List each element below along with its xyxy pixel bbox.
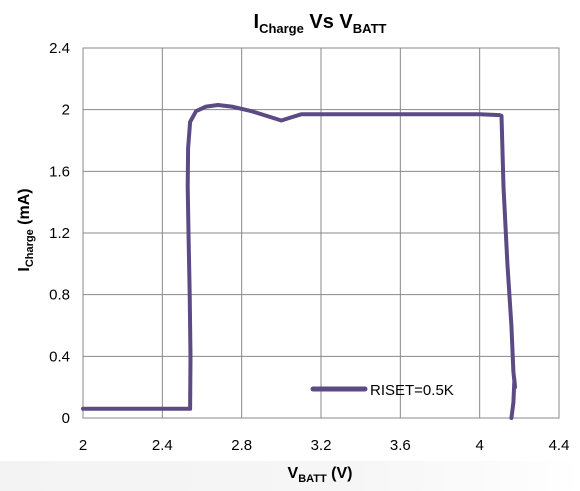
- y-tick-label: 1.6: [49, 163, 70, 180]
- x-tick-label: 4: [475, 437, 483, 454]
- series-layer: [81, 103, 517, 420]
- legend: RISET=0.5K: [310, 382, 454, 399]
- series-line: [81, 103, 517, 420]
- y-tick-label: 2: [62, 102, 70, 119]
- x-tick-label: 3.2: [311, 437, 332, 454]
- y-axis-ticks: 0 0.4 0.8 1.2 1.6 2 2.4: [49, 40, 70, 427]
- x-tick-label: 2.4: [152, 437, 173, 454]
- x-tick-label: 4.4: [549, 437, 570, 454]
- chart-title: ICharge Vs VBATT: [254, 11, 387, 36]
- grid: [82, 47, 560, 419]
- bottom-band: [0, 461, 580, 491]
- x-axis-ticks: 2 2.4 2.8 3.2 3.6 4 4.4: [79, 437, 570, 454]
- x-axis-label: VBATT (V): [288, 465, 353, 485]
- y-tick-label: 1.2: [49, 225, 70, 242]
- y-axis-label: ICharge (mA): [16, 188, 36, 271]
- y-tick-label: 0: [62, 410, 70, 427]
- x-tick-label: 3.6: [390, 437, 411, 454]
- y-tick-label: 0.8: [49, 287, 70, 304]
- x-tick-label: 2: [79, 437, 87, 454]
- plot-area-border: [82, 47, 560, 419]
- y-tick-label: 2.4: [49, 40, 70, 57]
- y-tick-label: 0.4: [49, 348, 70, 365]
- x-tick-label: 2.8: [231, 437, 252, 454]
- legend-label: RISET=0.5K: [370, 382, 454, 399]
